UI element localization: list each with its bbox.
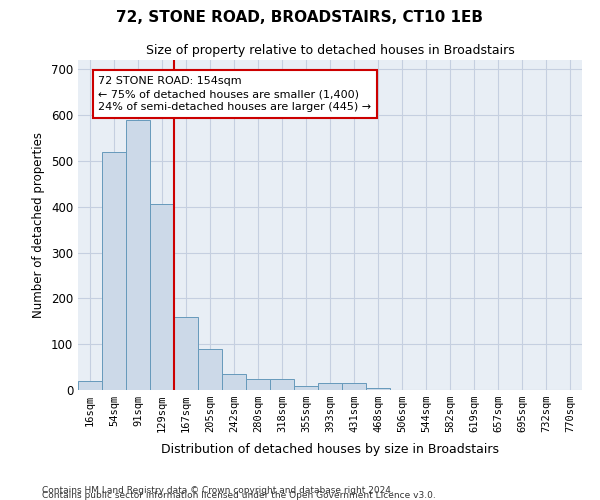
Bar bbox=[102, 152, 126, 390]
Title: Size of property relative to detached houses in Broadstairs: Size of property relative to detached ho… bbox=[146, 44, 514, 58]
Bar bbox=[270, 378, 294, 390]
Bar bbox=[342, 383, 366, 390]
Text: 72, STONE ROAD, BROADSTAIRS, CT10 1EB: 72, STONE ROAD, BROADSTAIRS, CT10 1EB bbox=[116, 10, 484, 25]
X-axis label: Distribution of detached houses by size in Broadstairs: Distribution of detached houses by size … bbox=[161, 444, 499, 456]
Bar bbox=[222, 374, 246, 390]
Y-axis label: Number of detached properties: Number of detached properties bbox=[32, 132, 46, 318]
Bar bbox=[174, 316, 198, 390]
Bar bbox=[198, 349, 222, 390]
Bar bbox=[150, 204, 174, 390]
Text: Contains public sector information licensed under the Open Government Licence v3: Contains public sector information licen… bbox=[42, 491, 436, 500]
Bar bbox=[78, 381, 102, 390]
Bar bbox=[246, 378, 270, 390]
Bar bbox=[294, 386, 318, 390]
Bar bbox=[318, 383, 342, 390]
Bar bbox=[126, 120, 150, 390]
Text: Contains HM Land Registry data © Crown copyright and database right 2024.: Contains HM Land Registry data © Crown c… bbox=[42, 486, 394, 495]
Text: 72 STONE ROAD: 154sqm
← 75% of detached houses are smaller (1,400)
24% of semi-d: 72 STONE ROAD: 154sqm ← 75% of detached … bbox=[98, 76, 371, 112]
Bar bbox=[366, 388, 390, 390]
